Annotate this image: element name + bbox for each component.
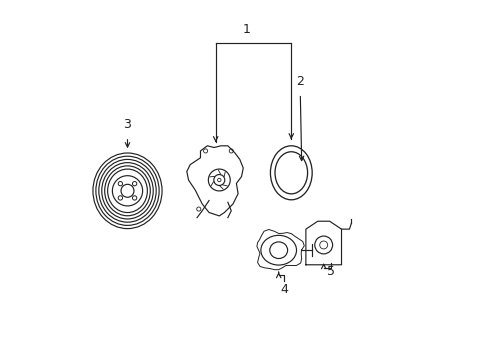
Text: 3: 3 — [123, 118, 131, 131]
Text: 5: 5 — [326, 265, 334, 278]
Text: 2: 2 — [296, 75, 304, 88]
Text: 1: 1 — [242, 23, 250, 36]
Text: 4: 4 — [280, 283, 287, 296]
